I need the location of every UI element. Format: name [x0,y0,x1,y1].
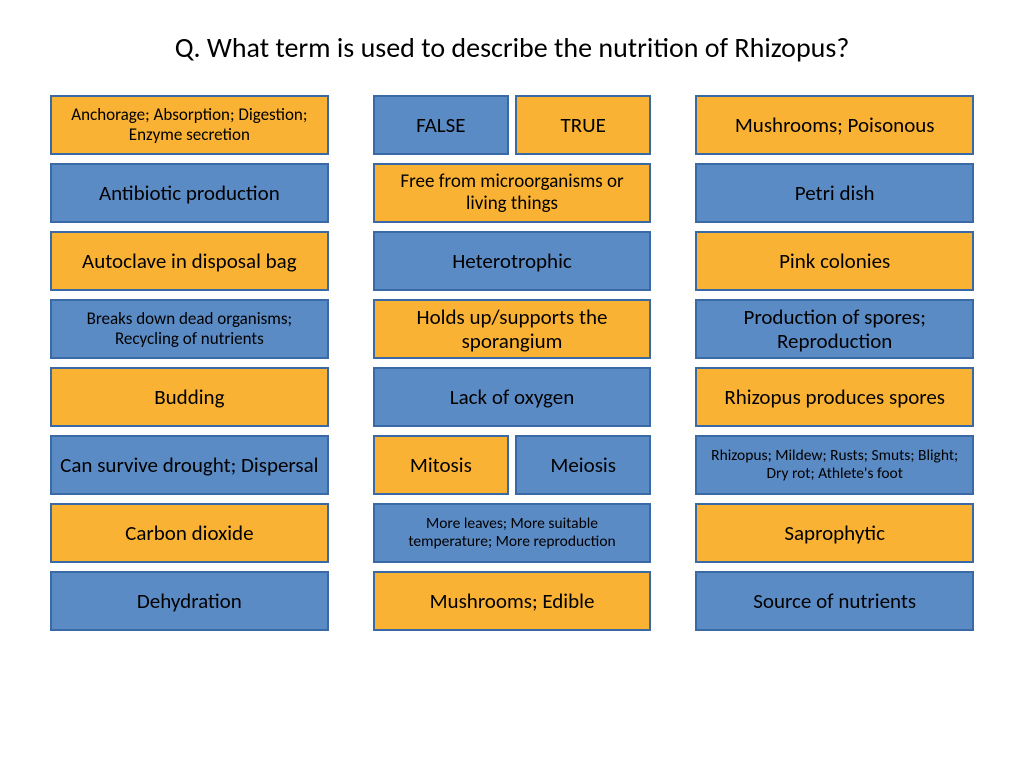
question-title: Q. What term is used to describe the nut… [50,30,974,65]
answer-tile[interactable]: More leaves; More suitable temperature; … [373,503,652,563]
answer-tile[interactable]: Free from microorganisms or living thing… [373,163,652,223]
answer-tile[interactable]: TRUE [515,95,651,155]
split-row: FALSETRUE [373,95,652,155]
answer-tile[interactable]: Lack of oxygen [373,367,652,427]
answer-tile[interactable]: Production of spores; Reproduction [695,299,974,359]
answer-tile[interactable]: Anchorage; Absorption; Digestion; Enzyme… [50,95,329,155]
answer-tile[interactable]: Meiosis [515,435,651,495]
answer-tile[interactable]: Autoclave in disposal bag [50,231,329,291]
split-row: MitosisMeiosis [373,435,652,495]
answer-tile[interactable]: Rhizopus produces spores [695,367,974,427]
answer-tile[interactable]: Dehydration [50,571,329,631]
column-1: Anchorage; Absorption; Digestion; Enzyme… [50,95,329,631]
answer-tile[interactable]: Petri dish [695,163,974,223]
answer-tile[interactable]: Mushrooms; Poisonous [695,95,974,155]
answer-tile[interactable]: Source of nutrients [695,571,974,631]
answer-tile[interactable]: Antibiotic production [50,163,329,223]
answer-tile[interactable]: Saprophytic [695,503,974,563]
column-3: Mushrooms; Poisonous Petri dish Pink colon… [695,95,974,631]
answer-tile[interactable]: Heterotrophic [373,231,652,291]
answer-tile[interactable]: Mitosis [373,435,509,495]
answer-tile[interactable]: Holds up/supports the sporangium [373,299,652,359]
answer-tile[interactable]: Mushrooms; Edible [373,571,652,631]
answer-grid: Anchorage; Absorption; Digestion; Enzyme… [50,95,974,631]
answer-tile[interactable]: Carbon dioxide [50,503,329,563]
answer-tile[interactable]: Breaks down dead organisms; Recycling of… [50,299,329,359]
column-2: FALSETRUE Free from microorganisms or liv… [373,95,652,631]
answer-tile[interactable]: Rhizopus; Mildew; Rusts; Smuts; Blight; … [695,435,974,495]
answer-tile[interactable]: Budding [50,367,329,427]
answer-tile[interactable]: Can survive drought; Dispersal [50,435,329,495]
answer-tile[interactable]: Pink colonies [695,231,974,291]
answer-tile[interactable]: FALSE [373,95,509,155]
